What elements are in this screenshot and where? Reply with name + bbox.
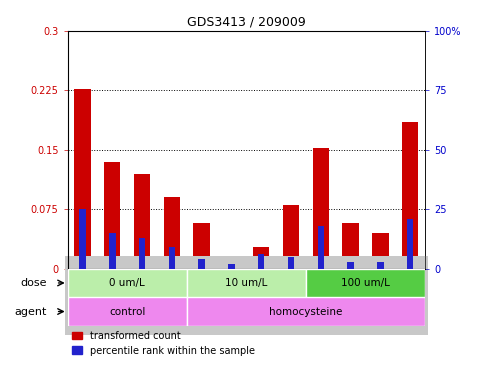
Bar [258,255,265,269]
Text: GSM240528: GSM240528 [168,269,176,322]
Bar [228,264,235,269]
Bar [317,226,324,269]
Title: GDS3413 / 209009: GDS3413 / 209009 [187,15,306,28]
Bar [104,162,120,269]
Text: GSM240535: GSM240535 [376,269,385,322]
Legend: transformed count, percentile rank within the sample: transformed count, percentile rank withi… [72,331,255,356]
Bar [68,297,187,326]
Text: homocysteine: homocysteine [269,306,342,316]
Text: dose: dose [20,278,47,288]
Text: control: control [109,306,145,316]
Text: GSM240530: GSM240530 [227,269,236,322]
Text: GSM240527: GSM240527 [138,269,146,322]
Text: 100 um/L: 100 um/L [341,278,390,288]
Bar [288,257,294,269]
Bar [79,209,86,269]
Bar [223,262,240,269]
Bar [402,122,418,269]
Bar [74,89,91,269]
Bar [372,233,388,269]
Text: agent: agent [14,306,47,316]
Bar [306,269,425,297]
Text: 10 um/L: 10 um/L [225,278,268,288]
Text: 0 um/L: 0 um/L [109,278,145,288]
Text: GSM240529: GSM240529 [197,269,206,322]
Bar [313,148,329,269]
Bar [134,174,150,269]
Text: GSM240526: GSM240526 [108,269,117,322]
Bar [377,262,384,269]
Text: GSM240533: GSM240533 [316,269,325,322]
Bar [139,238,145,269]
Bar [164,197,180,269]
Bar [109,233,115,269]
Bar [68,269,187,297]
Text: GSM240848: GSM240848 [406,269,414,322]
Bar [187,269,306,297]
Bar [283,205,299,269]
Text: GSM240534: GSM240534 [346,269,355,322]
Text: GSM240531: GSM240531 [257,269,266,322]
Bar [342,223,359,269]
Bar [347,262,354,269]
Bar [194,223,210,269]
Bar [169,247,175,269]
Bar [407,219,413,269]
Text: GSM240532: GSM240532 [286,269,296,322]
Bar [253,247,270,269]
Text: GSM240525: GSM240525 [78,269,87,322]
Bar [199,259,205,269]
Bar [187,297,425,326]
